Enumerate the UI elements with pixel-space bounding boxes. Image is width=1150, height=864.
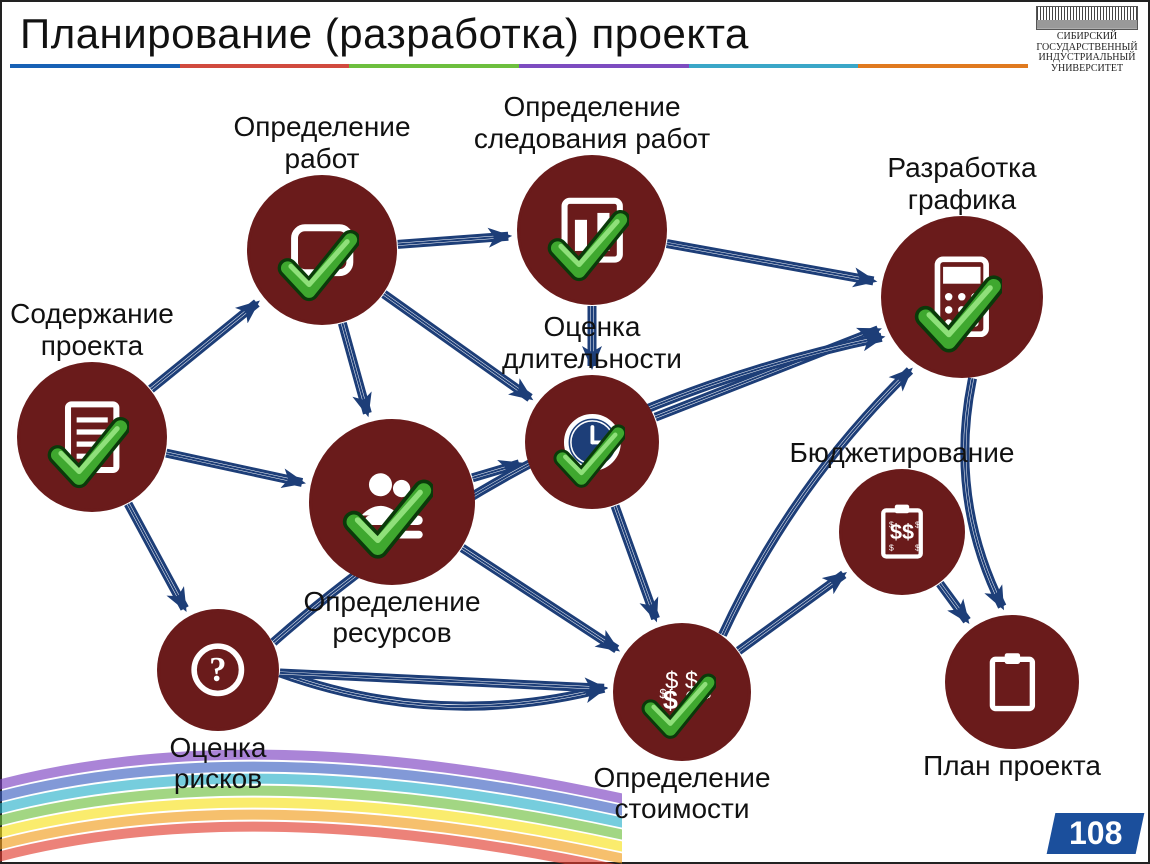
node-duration: Оценка длительности [528, 378, 656, 506]
clipboard-icon [948, 618, 1076, 746]
slide: Планирование (разработка) проекта СИБИРС… [0, 0, 1150, 864]
node-sequence: Определение следования работ [520, 158, 664, 302]
logo-line-1: СИБИРСКИЙ [1032, 32, 1142, 43]
logo-building-icon [1036, 6, 1138, 30]
node-works: Определение работ [250, 178, 394, 322]
page-number: 108 [1069, 815, 1122, 852]
node-label-duration: Оценка длительности [502, 311, 682, 374]
question-icon: ? [160, 612, 276, 728]
svg-text:$ $: $ $ [663, 685, 700, 715]
svg-text:$: $ [915, 520, 920, 530]
people-icon [312, 422, 472, 582]
node-risks: ?Оценка рисков [160, 612, 276, 728]
node-schedule: Разработка графика [884, 219, 1040, 375]
svg-text:$: $ [889, 543, 894, 553]
node-label-sequence: Определение следования работ [474, 91, 710, 154]
logo-line-3: ИНДУСТРИАЛЬНЫЙ [1032, 53, 1142, 64]
project-planning-diagram: Содержание проекта Определение работ Опр… [2, 72, 1150, 862]
node-label-risks: Оценка рисков [170, 732, 267, 795]
clock-icon [528, 378, 656, 506]
node-plan: План проекта [948, 618, 1076, 746]
node-label-scope: Содержание проекта [10, 298, 174, 361]
card-icon [250, 178, 394, 322]
node-label-schedule: Разработка графика [887, 152, 1036, 215]
node-label-budget: Бюджетирование [790, 437, 1015, 468]
dollars-icon: $ $ $ $ $ $ [616, 626, 748, 758]
document-icon [20, 365, 164, 509]
node-label-cost: Определение стоимости [593, 762, 770, 825]
node-label-works: Определение работ [233, 111, 410, 174]
calculator-icon [884, 219, 1040, 375]
svg-text:$: $ [915, 543, 920, 553]
university-logo: СИБИРСКИЙ ГОСУДАРСТВЕННЫЙ ИНДУСТРИАЛЬНЫЙ… [1032, 6, 1142, 74]
svg-text:$: $ [660, 687, 667, 701]
node-scope: Содержание проекта [20, 365, 164, 509]
node-label-resources: Определение ресурсов [303, 586, 480, 649]
kanban-icon [520, 158, 664, 302]
node-label-plan: План проекта [923, 750, 1101, 781]
svg-text:?: ? [209, 650, 226, 689]
node-resources: Определение ресурсов [312, 422, 472, 582]
page-number-badge: 108 [1046, 813, 1144, 854]
slide-title: Планирование (разработка) проекта [20, 10, 749, 58]
node-cost: $ $ $ $ $ $Определение стоимости [616, 626, 748, 758]
budget-icon: $$ $$ $$ [842, 472, 962, 592]
header-divider [10, 64, 1028, 68]
node-budget: $$ $$ $$Бюджетирование [842, 472, 962, 592]
svg-text:$: $ [704, 687, 711, 701]
svg-text:$: $ [889, 520, 894, 530]
